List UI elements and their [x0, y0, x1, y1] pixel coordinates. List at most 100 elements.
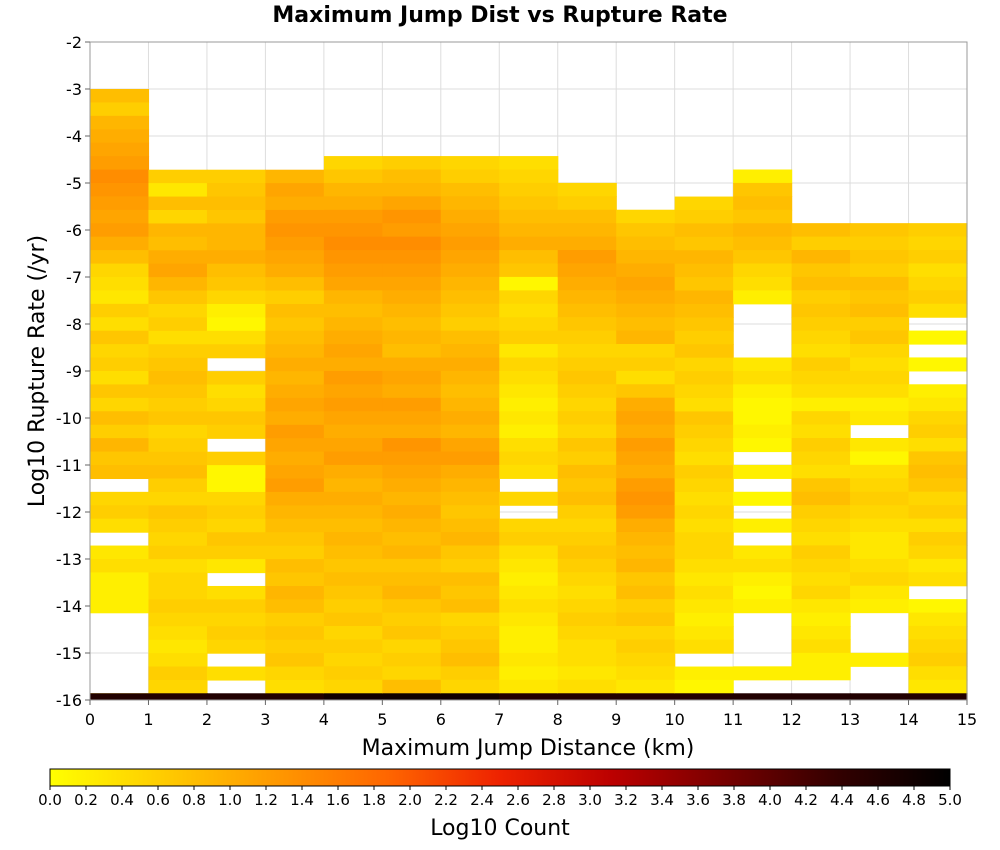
- heatmap-cell: [148, 303, 208, 319]
- colorbar-tick-label: 3.4: [650, 791, 674, 809]
- heatmap-cell: [791, 558, 851, 573]
- x-tick-label: 7: [494, 710, 504, 729]
- y-tick-label: -6: [66, 221, 82, 240]
- heatmap-cell: [148, 424, 208, 439]
- heatmap-cell: [323, 505, 383, 520]
- heatmap-cell: [850, 652, 910, 667]
- heatmap-cell-bottom: [206, 693, 266, 700]
- x-axis-ticks: 0 1 2 3 4 5 6 7 8 9 10 11 12 13 14 15: [85, 700, 977, 729]
- heatmap-cell: [90, 196, 150, 211]
- heatmap-cell: [440, 223, 500, 238]
- heatmap-cell: [791, 639, 851, 654]
- heatmap-cell: [148, 209, 208, 225]
- heatmap-cell-bottom: [791, 693, 851, 700]
- heatmap-cell: [323, 169, 383, 184]
- heatmap-cell: [791, 478, 851, 493]
- heatmap-cell: [499, 411, 559, 426]
- heatmap-cell: [206, 236, 266, 251]
- heatmap-cell: [908, 612, 968, 627]
- heatmap-cell: [557, 464, 617, 479]
- heatmap-cell: [265, 653, 325, 668]
- heatmap-cell: [323, 182, 383, 197]
- heatmap-cell: [733, 370, 793, 385]
- x-tick-label: 3: [260, 710, 270, 729]
- heatmap-cell: [148, 183, 208, 198]
- heatmap-cell: [791, 370, 851, 385]
- heatmap-cell: [148, 572, 208, 587]
- heatmap-cell: [733, 585, 793, 600]
- heatmap-cell: [265, 626, 325, 641]
- heatmap-cell: [323, 652, 383, 667]
- heatmap-cell: [206, 666, 266, 681]
- colorbar-tick-label: 3.8: [722, 791, 746, 809]
- heatmap-cell: [557, 585, 617, 600]
- heatmap-cell: [90, 505, 150, 520]
- heatmap-cell: [850, 290, 910, 305]
- heatmap-cell: [323, 303, 383, 318]
- heatmap-cell: [90, 451, 150, 466]
- heatmap-cell: [148, 532, 208, 547]
- heatmap-cell: [733, 236, 793, 251]
- colorbar-tick-label: 0.8: [182, 791, 206, 809]
- heatmap-cell: [323, 209, 383, 224]
- heatmap-cell: [499, 209, 559, 224]
- heatmap-cell: [440, 438, 500, 453]
- heatmap-cell: [850, 585, 910, 600]
- heatmap-cell: [616, 666, 676, 681]
- heatmap-cell: [499, 679, 559, 694]
- heatmap-cell: [323, 344, 383, 359]
- heatmap-cell: [148, 344, 208, 359]
- heatmap-cell: [674, 223, 734, 238]
- heatmap-cell: [557, 437, 617, 453]
- heatmap-cell: [557, 545, 617, 560]
- heatmap-cell: [557, 491, 617, 506]
- heatmap-cell: [791, 505, 851, 520]
- heatmap-cell: [908, 290, 968, 305]
- heatmap-cell: [148, 397, 208, 413]
- y-tick-label: -8: [66, 315, 82, 334]
- heatmap-cell: [90, 397, 150, 412]
- heatmap-cell: [90, 491, 150, 506]
- heatmap-cell: [323, 558, 383, 573]
- heatmap-cell: [265, 585, 325, 600]
- heatmap-cell: [323, 532, 383, 547]
- heatmap-cell: [206, 612, 266, 627]
- heatmap-cell: [791, 236, 851, 251]
- colorbar-tick-label: 2.6: [506, 791, 530, 809]
- heatmap-cell: [499, 558, 559, 573]
- heatmap-cell: [206, 397, 266, 413]
- heatmap-cell: [557, 558, 617, 573]
- y-tick-label: -3: [66, 80, 82, 99]
- heatmap-cell: [674, 209, 734, 225]
- heatmap-cell: [148, 330, 208, 345]
- colorbar-tick-label: 1.2: [254, 791, 278, 809]
- heatmap-cell: [90, 330, 150, 345]
- heatmap-cell: [850, 384, 910, 399]
- heatmap-cell: [616, 585, 676, 600]
- heatmap-cell: [674, 572, 734, 587]
- heatmap-cell: [440, 384, 500, 399]
- heatmap-cell: [557, 317, 617, 332]
- heatmap-cell: [791, 518, 851, 533]
- heatmap-cell: [616, 545, 676, 560]
- heatmap-cell: [265, 451, 325, 466]
- heatmap-cell: [499, 182, 559, 197]
- heatmap-cell: [908, 330, 968, 345]
- heatmap-cell: [733, 209, 793, 224]
- heatmap-cell: [148, 357, 208, 372]
- heatmap-cell: [733, 424, 793, 439]
- heatmap-cell: [148, 438, 208, 453]
- heatmap-cell: [148, 317, 208, 332]
- heatmap-cell: [206, 424, 266, 439]
- heatmap-cell: [323, 357, 383, 372]
- heatmap-cell: [557, 209, 617, 224]
- heatmap-cell: [382, 491, 442, 506]
- colorbar-tick-label: 4.4: [830, 791, 854, 809]
- colorbar-tick-label: 2.2: [434, 791, 458, 809]
- heatmap-cell: [850, 250, 910, 265]
- heatmap-cell: [440, 411, 500, 426]
- heatmap-cell: [616, 639, 676, 654]
- heatmap-cell: [90, 572, 150, 587]
- heatmap-cell: [265, 411, 325, 426]
